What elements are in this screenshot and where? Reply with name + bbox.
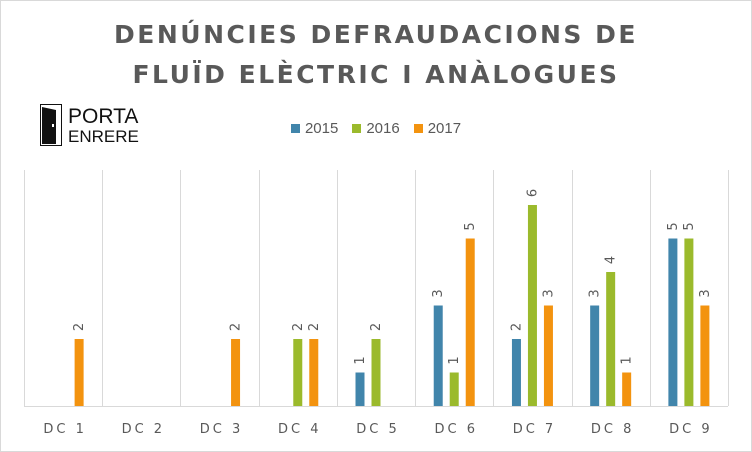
bar-2015-dc6 bbox=[433, 305, 443, 406]
bar-2016-dc7 bbox=[527, 205, 537, 406]
data-label-2017-dc1: 2 bbox=[72, 323, 87, 331]
x-tick-label-dc2: DC 2 bbox=[122, 422, 166, 437]
legend-swatch-2015 bbox=[290, 124, 300, 133]
chart-legend: 2015 2016 2017 bbox=[0, 120, 752, 137]
x-tick-label-dc6: DC 6 bbox=[434, 422, 478, 437]
data-label-2016-dc5: 2 bbox=[369, 323, 384, 331]
data-label-2017-dc9: 3 bbox=[698, 289, 713, 297]
data-label-2015-dc5: 1 bbox=[353, 356, 368, 364]
bar-2017-dc7 bbox=[543, 305, 553, 406]
data-label-2016-dc9: 5 bbox=[682, 222, 697, 230]
bar-2017-dc9 bbox=[700, 305, 710, 406]
bar-2016-dc5 bbox=[371, 339, 381, 406]
data-label-2017-dc7: 3 bbox=[541, 289, 556, 297]
legend-item-2015: 2015 bbox=[290, 120, 339, 137]
legend-swatch-2016 bbox=[352, 124, 362, 133]
x-tick-label-dc4: DC 4 bbox=[278, 422, 322, 437]
door-icon bbox=[40, 104, 62, 146]
bar-2017-dc3 bbox=[231, 339, 241, 406]
x-tick-label-dc7: DC 7 bbox=[513, 422, 557, 437]
data-label-2017-dc4: 2 bbox=[307, 323, 322, 331]
data-label-2015-dc9: 5 bbox=[666, 222, 681, 230]
bar-2016-dc4 bbox=[293, 339, 303, 406]
x-tick-label-dc1: DC 1 bbox=[43, 422, 87, 437]
data-label-2016-dc7: 6 bbox=[525, 189, 540, 197]
legend-item-2016: 2016 bbox=[352, 120, 400, 137]
data-label-2015-dc8: 3 bbox=[588, 289, 603, 297]
legend-label-2015: 2015 bbox=[304, 120, 339, 137]
legend-item-2017: 2017 bbox=[413, 120, 462, 137]
bar-2017-dc1 bbox=[74, 339, 84, 406]
data-label-2016-dc8: 4 bbox=[604, 256, 619, 264]
data-label-2016-dc6: 1 bbox=[447, 356, 462, 364]
bar-2015-dc7 bbox=[511, 339, 521, 406]
legend-swatch-2017 bbox=[413, 124, 423, 133]
bar-2017-dc4 bbox=[309, 339, 319, 406]
bar-2017-dc8 bbox=[622, 372, 632, 406]
data-label-2017-dc3: 2 bbox=[229, 323, 244, 331]
bar-2015-dc8 bbox=[590, 305, 600, 406]
bar-2016-dc9 bbox=[684, 238, 694, 406]
bar-2017-dc6 bbox=[465, 238, 475, 406]
data-label-2016-dc4: 2 bbox=[291, 323, 306, 331]
x-tick-label-dc9: DC 9 bbox=[669, 422, 713, 437]
bar-2016-dc8 bbox=[606, 272, 616, 406]
legend-label-2016: 2016 bbox=[366, 120, 400, 137]
bar-2016-dc6 bbox=[449, 372, 459, 406]
legend-label-2017: 2017 bbox=[427, 120, 462, 137]
data-label-2015-dc7: 2 bbox=[509, 323, 524, 331]
bar-2015-dc9 bbox=[668, 238, 678, 406]
porta-enrere-logo: PORTA ENRERE bbox=[40, 104, 150, 148]
x-tick-label-dc5: DC 5 bbox=[356, 422, 400, 437]
logo-word-enrere: ENRERE bbox=[68, 127, 139, 146]
data-label-2017-dc6: 5 bbox=[463, 222, 478, 230]
x-tick-label-dc8: DC 8 bbox=[591, 422, 635, 437]
chart-title-line-2: FLUÏD ELÈCTRIC I ANÀLOGUES bbox=[132, 60, 620, 89]
data-label-2017-dc8: 1 bbox=[620, 356, 635, 364]
chart-title-line-1: DENÚNCIES DEFRAUDACIONS DE bbox=[114, 20, 638, 49]
data-label-2015-dc6: 3 bbox=[431, 289, 446, 297]
bar-2015-dc5 bbox=[355, 372, 365, 406]
x-tick-label-dc3: DC 3 bbox=[200, 422, 244, 437]
logo-word-porta: PORTA bbox=[68, 105, 139, 128]
